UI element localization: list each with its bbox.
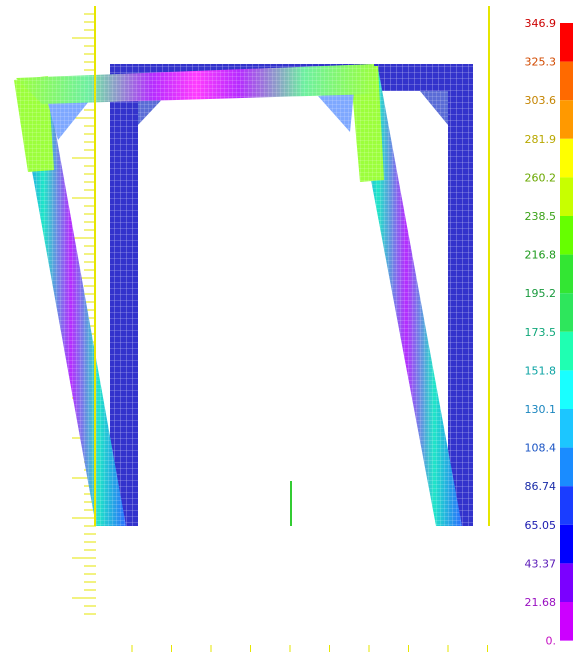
legend-swatch — [560, 409, 573, 448]
legend-swatch — [560, 331, 573, 371]
legend-label: 108.4 — [525, 442, 557, 455]
legend-swatch — [560, 293, 573, 332]
legend-label: 130.1 — [525, 403, 557, 416]
legend-label: 173.5 — [525, 326, 557, 339]
legend-label: 151.8 — [525, 364, 557, 377]
deformed-left-leg — [14, 76, 126, 526]
legend-label: 216.8 — [525, 249, 557, 262]
legend-swatch — [560, 602, 573, 641]
axis-line-right — [488, 6, 490, 526]
legend-label: 21.68 — [525, 596, 557, 609]
legend-swatch — [560, 486, 573, 525]
legend-label: 238.5 — [525, 210, 557, 223]
legend-swatch — [560, 61, 573, 101]
legend-swatch — [560, 100, 573, 139]
deformed-right-leg — [318, 66, 462, 526]
legend-label: 260.2 — [525, 171, 557, 184]
legend-swatch — [560, 138, 573, 178]
color-legend: 346.9 325.3 303.6 281.9 260.2 238.5 216.8 195.2… — [525, 17, 573, 648]
axis-line-left — [94, 6, 96, 526]
legend-swatch — [560, 177, 573, 216]
legend-swatch — [560, 447, 573, 487]
legend-label: 325.3 — [525, 56, 557, 69]
legend-swatch — [560, 563, 573, 602]
legend-swatch — [560, 254, 573, 294]
legend-label: 346.9 — [525, 17, 557, 30]
legend-swatch — [560, 23, 573, 62]
boundary-marker — [290, 481, 292, 526]
legend-swatch — [560, 216, 573, 255]
legend-label: 0. — [546, 635, 557, 648]
legend-label: 281.9 — [525, 133, 557, 146]
legend-swatch — [560, 524, 573, 564]
legend-swatch — [560, 370, 573, 409]
legend-label: 86.74 — [525, 480, 557, 493]
legend-label: 43.37 — [525, 557, 557, 570]
legend-label: 195.2 — [525, 287, 557, 300]
deformed-top-beam — [16, 64, 376, 104]
legend-label: 303.6 — [525, 94, 557, 107]
legend-label: 65.05 — [525, 519, 557, 532]
